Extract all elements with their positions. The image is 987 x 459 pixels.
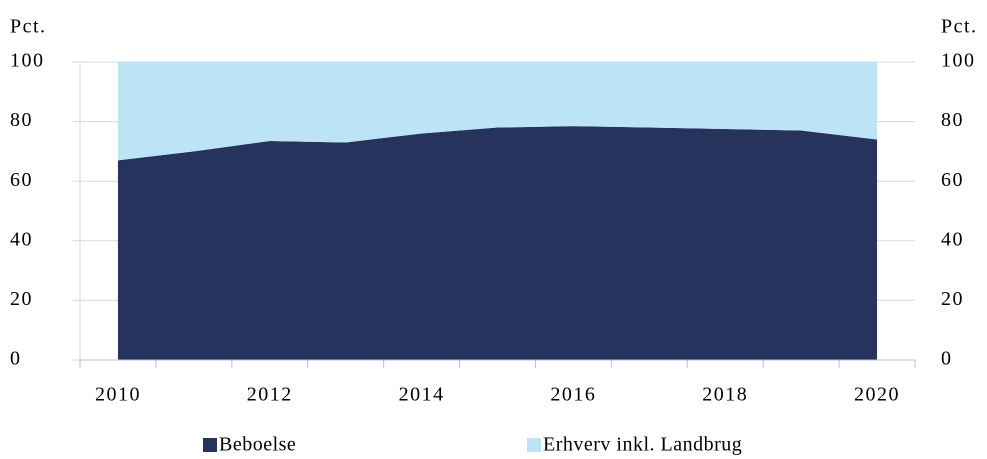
- y2-axis-label: Pct.: [941, 16, 978, 38]
- legend-swatch: [527, 438, 541, 452]
- y2-tick-label: 20: [941, 288, 964, 310]
- legend-label: Erhverv inkl. Landbrug: [543, 434, 742, 456]
- y2-tick-label: 40: [941, 228, 964, 250]
- x-tick-label: 2020: [854, 384, 900, 406]
- legend-label: Beboelse: [219, 434, 296, 456]
- y2-tick-label: 60: [941, 169, 964, 191]
- y-axis-label: Pct.: [10, 16, 47, 38]
- area: [117, 126, 878, 360]
- legend-swatch: [203, 438, 217, 452]
- y-tick-label: 100: [10, 50, 45, 72]
- x-tick-label: 2012: [247, 384, 293, 406]
- x-tick-label: 2014: [399, 384, 445, 406]
- y2-tick-label: 100: [941, 50, 976, 72]
- y-tick-label: 20: [10, 288, 33, 310]
- area: [117, 62, 878, 161]
- y-tick-label: 60: [10, 169, 33, 191]
- x-tick-label: 2018: [702, 384, 748, 406]
- y-tick-label: 80: [10, 109, 33, 131]
- y2-tick-label: 0: [941, 348, 953, 370]
- x-tick-label: 2010: [95, 384, 141, 406]
- y-tick-label: 40: [10, 228, 33, 250]
- x-tick-label: 2016: [550, 384, 596, 406]
- y2-tick-label: 80: [941, 109, 964, 131]
- y-tick-label: 0: [10, 348, 22, 370]
